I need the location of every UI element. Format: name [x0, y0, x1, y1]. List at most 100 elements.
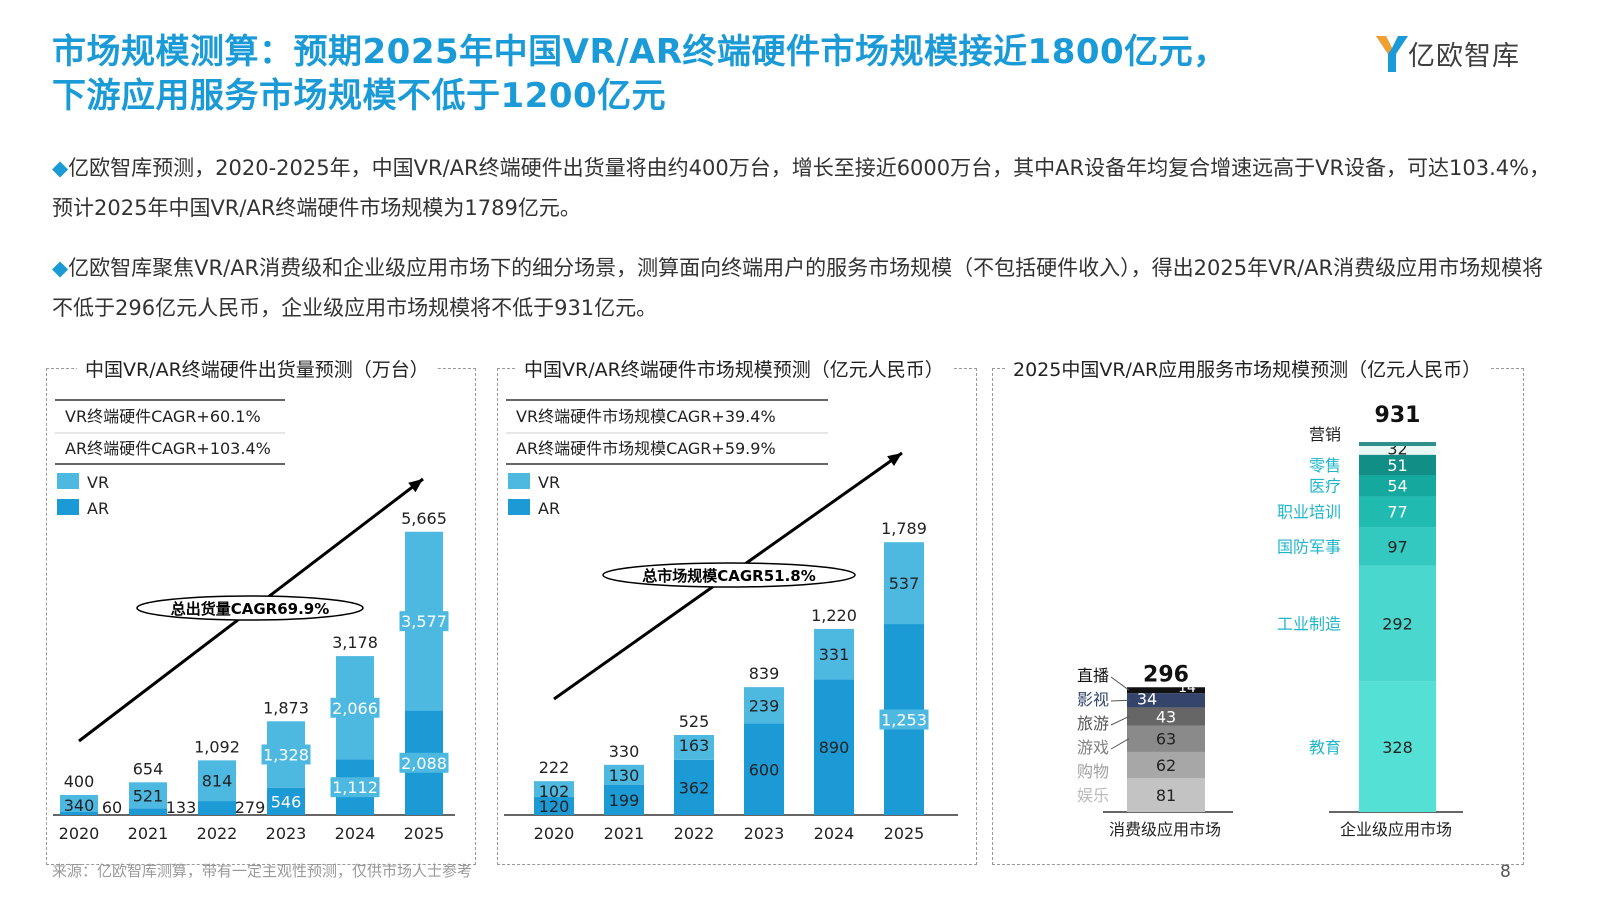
trend-label-ellipse	[602, 562, 856, 588]
ar-label-2025: 2,088	[401, 754, 447, 773]
x-tick-2023: 2023	[744, 824, 785, 843]
bullet-item-2: ◆亿欧智库聚焦VR/AR消费级和企业级应用市场下的细分场景，测算面向终端用户的服…	[52, 248, 1552, 328]
ar-label-2021: 199	[609, 791, 640, 810]
ar-label-2022: 279	[235, 798, 266, 817]
enterprise-name-教育: 教育	[1309, 738, 1341, 757]
total-label-2020: 222	[539, 758, 570, 777]
vr-label-2021: 130	[609, 766, 640, 785]
service-market-chart: 消费级应用市场 企业级应用市场 328 教育 292 工业制造 97 国防军事 77 职业培训 54…	[1077, 403, 1463, 839]
shipment-chart: VR终端硬件CAGR+60.1% AR终端硬件CAGR+103.4% VR AR 总出货…	[53, 399, 455, 843]
cagr-note-ar: AR终端硬件CAGR+103.4%	[65, 439, 271, 458]
trend-label-ellipse	[136, 595, 364, 621]
x-tick-2022: 2022	[197, 824, 238, 843]
enterprise-seg-国防军事	[1359, 527, 1436, 566]
company-logo: 亿欧智库	[1372, 26, 1562, 76]
bar-ar-2023	[744, 723, 784, 815]
consumer-seg-直播	[1127, 687, 1205, 694]
enterprise-total: 931	[1375, 403, 1421, 428]
consumer-leader-影视	[1110, 699, 1130, 702]
x-tick-2022: 2022	[674, 824, 715, 843]
consumer-val-直播: 14	[1178, 680, 1196, 696]
bar-vr-2021	[604, 764, 644, 785]
ar-label-2024: 1,112	[332, 778, 378, 797]
consumer-seg-购物	[1127, 751, 1205, 778]
enterprise-name-工业制造: 工业制造	[1277, 615, 1341, 634]
consumer-name-旅游: 旅游	[1077, 714, 1109, 733]
bullet-list: ◆亿欧智库预测，2020-2025年，中国VR/AR终端硬件出货量将由约400万…	[52, 148, 1552, 348]
title-line-1: 市场规模测算：预期2025年中国VR/AR终端硬件市场规模接近1800亿元，	[52, 32, 1228, 72]
enterprise-val-国防军事: 97	[1387, 537, 1407, 556]
x-tick-2023: 2023	[266, 824, 307, 843]
total-label-2024: 3,178	[332, 633, 378, 652]
ar-label-2023: 600	[749, 760, 780, 779]
bar-ar-2022	[198, 801, 236, 815]
ar-label-2023: 546	[271, 792, 302, 811]
enterprise-val-医疗: 54	[1387, 477, 1407, 496]
hardware-market-chart: VR终端硬件市场规模CAGR+39.4% AR终端硬件市场规模CAGR+59.9%…	[504, 399, 958, 843]
consumer-seg-影视	[1127, 693, 1205, 708]
bar-ar-2022	[674, 759, 714, 815]
legend-label-vr: VR	[538, 473, 560, 492]
x-tick-2025: 2025	[884, 824, 925, 843]
x-tick-2025: 2025	[404, 824, 445, 843]
bar-vr-2020	[60, 795, 98, 812]
vr-label-2022: 814	[202, 772, 233, 791]
vr-label-2025: 537	[889, 574, 920, 593]
total-label-2020: 400	[64, 772, 95, 791]
trend-arrow-head	[408, 479, 423, 493]
consumer-val-影视: 34	[1137, 689, 1157, 708]
service-market-chart-title: 2025中国VR/AR应用服务市场规模预测（亿元人民币）	[1005, 355, 1490, 382]
consumer-seg-游戏	[1127, 725, 1205, 752]
diamond-bullet-icon: ◆	[52, 156, 69, 180]
consumer-val-娱乐: 81	[1156, 786, 1176, 805]
bar-vr-2025	[884, 542, 924, 625]
bar-ar-2020	[534, 796, 574, 815]
consumer-total: 296	[1143, 662, 1189, 687]
enterprise-seg-工业制造	[1359, 565, 1436, 682]
bar-ar-2021	[129, 808, 167, 815]
consumer-val-游戏: 63	[1156, 730, 1176, 749]
ar-label-2020: 120	[539, 797, 570, 816]
ar-label-2024-bg	[330, 777, 380, 798]
enterprise-top-cap	[1359, 442, 1436, 446]
total-label-2023: 839	[749, 664, 780, 683]
vr-label-2020: 340	[64, 796, 95, 815]
vr-label-2024: 331	[819, 645, 850, 664]
vr-label-2024-bg	[330, 697, 380, 718]
service-market-chart-panel: 2025中国VR/AR应用服务市场规模预测（亿元人民币） 消费级应用市场 企业级应…	[992, 355, 1524, 865]
vr-label-2024: 2,066	[332, 699, 378, 718]
consumer-leader-旅游	[1110, 715, 1130, 726]
page-title: 市场规模测算：预期2025年中国VR/AR终端硬件市场规模接近1800亿元， 下…	[52, 30, 1352, 118]
cagr-note-vr: VR终端硬件市场规模CAGR+39.4%	[516, 407, 776, 426]
vr-label-2023-bg	[261, 744, 311, 765]
total-label-2025: 5,665	[401, 509, 447, 528]
consumer-name-游戏: 游戏	[1077, 738, 1109, 757]
logo-mark-icon	[1376, 36, 1408, 72]
enterprise-name-职业培训: 职业培训	[1277, 503, 1341, 522]
bar-ar-2020	[60, 812, 98, 815]
enterprise-seg-零售	[1359, 454, 1436, 475]
shipment-chart-title: 中国VR/AR终端硬件出货量预测（万台）	[77, 355, 437, 382]
source-note: 来源：亿欧智库测算，带有一定主观性预测，仅供市场人士参考	[52, 862, 473, 880]
consumer-name-直播: 直播	[1077, 666, 1109, 685]
vr-label-2021: 521	[133, 786, 164, 805]
legend-swatch-ar	[508, 499, 530, 515]
legend-label-ar: AR	[87, 499, 109, 518]
cagr-note-ar: AR终端硬件市场规模CAGR+59.9%	[516, 439, 776, 458]
enterprise-name-医疗: 医疗	[1309, 477, 1341, 496]
enterprise-name-国防军事: 国防军事	[1277, 537, 1341, 556]
enterprise-val-职业培训: 77	[1387, 503, 1407, 522]
hardware-market-chart-panel: 中国VR/AR终端硬件市场规模预测（亿元人民币） VR终端硬件市场规模CAGR+…	[497, 355, 977, 865]
bar-ar-2024	[814, 679, 854, 815]
trend-label: 总市场规模CAGR51.8%	[642, 567, 816, 585]
x-tick-2024: 2024	[814, 824, 855, 843]
title-line-2: 下游应用服务市场规模不低于1200亿元	[52, 76, 667, 116]
enterprise-val-零售: 51	[1387, 456, 1407, 475]
x-tick-2020: 2020	[534, 824, 575, 843]
x-tick-2021: 2021	[128, 824, 169, 843]
x-tick-enterprise: 企业级应用市场	[1340, 820, 1452, 839]
bar-vr-2023	[744, 687, 784, 724]
total-label-2022: 1,092	[194, 737, 240, 756]
vr-label-2023: 239	[749, 696, 780, 715]
consumer-val-购物: 62	[1156, 756, 1176, 775]
